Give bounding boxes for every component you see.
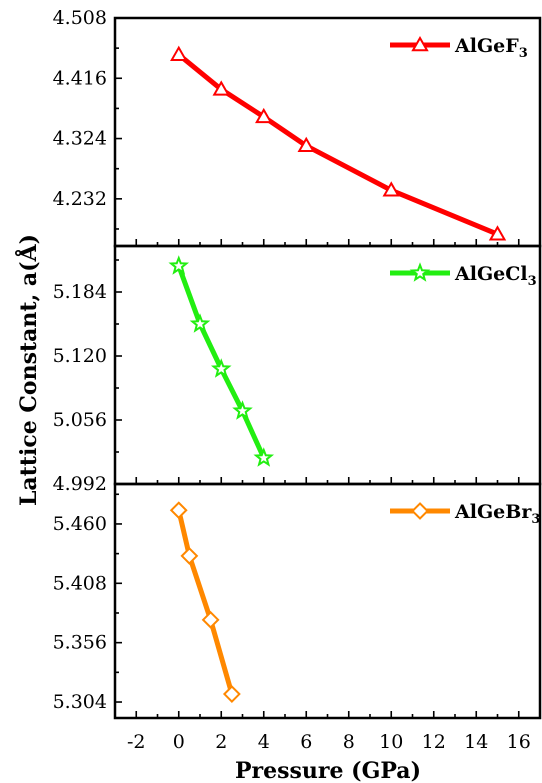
- y-tick-label: 5.304: [53, 691, 107, 713]
- y-tick-label: 5.408: [53, 572, 107, 594]
- diamond-marker: [411, 502, 429, 520]
- diamond-marker: [180, 546, 199, 565]
- triangle-marker: [297, 136, 315, 153]
- y-axis-title: Lattice Constant, a(Å): [15, 234, 42, 506]
- y-tick-label: 4.992: [53, 473, 107, 495]
- legend-label: AlGeBr3: [454, 501, 540, 527]
- panel-algebr: 5.304 5.356 5.408 5.460 AlGeBr3: [53, 482, 542, 720]
- x-tick-label: 8: [343, 731, 355, 753]
- y-tick-label: 4.324: [53, 128, 107, 150]
- y-tick-label: 5.460: [53, 513, 107, 535]
- x-tick-label: 0: [173, 731, 185, 753]
- x-axis-ticks: -2 0 2 4 6 8 10 12 14 16: [127, 731, 531, 753]
- star-marker: [253, 447, 275, 467]
- triangle-marker: [382, 181, 400, 197]
- panel-algef: 4.232 4.324 4.416 4.508 AlGeF3: [53, 7, 542, 248]
- triangle-marker: [488, 225, 507, 241]
- x-tick-label: -2: [127, 731, 146, 753]
- x-tick-label: 4: [258, 731, 270, 753]
- triangle-marker: [170, 45, 188, 61]
- y-tick-label: 5.120: [53, 345, 107, 367]
- panel-algecl: 4.992 5.056 5.120 5.184 AlGeCl3: [53, 244, 542, 495]
- y-tick-label: 5.356: [53, 632, 107, 654]
- diamond-marker: [201, 610, 220, 629]
- legend-label-main: AlGeF: [454, 35, 519, 57]
- legend-label-subscript: 3: [531, 512, 540, 527]
- y-tick-label: 4.508: [53, 7, 107, 29]
- legend-label-main: AlGeBr: [454, 501, 532, 523]
- x-tick-label: 10: [379, 731, 403, 753]
- chart-panels: 4.2324.3244.4164.508AlGeF34.9925.0565.12…: [53, 7, 542, 720]
- legend-label-subscript: 3: [519, 46, 528, 61]
- triangle-marker: [411, 35, 429, 52]
- x-tick-label: 2: [215, 731, 227, 753]
- star-marker: [168, 255, 190, 275]
- x-tick-label: 12: [422, 731, 446, 753]
- series-line: [177, 52, 499, 237]
- x-axis-title: Pressure (GPa): [235, 758, 421, 783]
- y-tick-label: 4.232: [53, 188, 107, 210]
- diamond-marker: [169, 501, 188, 520]
- star-marker: [232, 400, 253, 420]
- y-tick-label: 4.416: [53, 67, 107, 89]
- diamond-marker: [222, 685, 241, 703]
- y-tick-label: 5.184: [53, 281, 107, 303]
- x-tick-label: 16: [507, 731, 531, 753]
- legend-label: AlGeCl3: [454, 263, 537, 289]
- legend-label-main: AlGeCl: [454, 263, 528, 285]
- star-marker: [210, 358, 232, 378]
- triangle-marker: [212, 80, 230, 96]
- star-marker: [189, 313, 211, 333]
- star-marker: [409, 262, 431, 282]
- y-tick-label: 5.056: [53, 409, 107, 431]
- triangle-marker: [255, 107, 273, 124]
- x-tick-label: 6: [300, 731, 312, 753]
- x-tick-label: 14: [464, 731, 488, 753]
- legend-label: AlGeF3: [454, 35, 528, 61]
- legend-label-subscript: 3: [528, 274, 537, 289]
- series-line: [176, 509, 235, 695]
